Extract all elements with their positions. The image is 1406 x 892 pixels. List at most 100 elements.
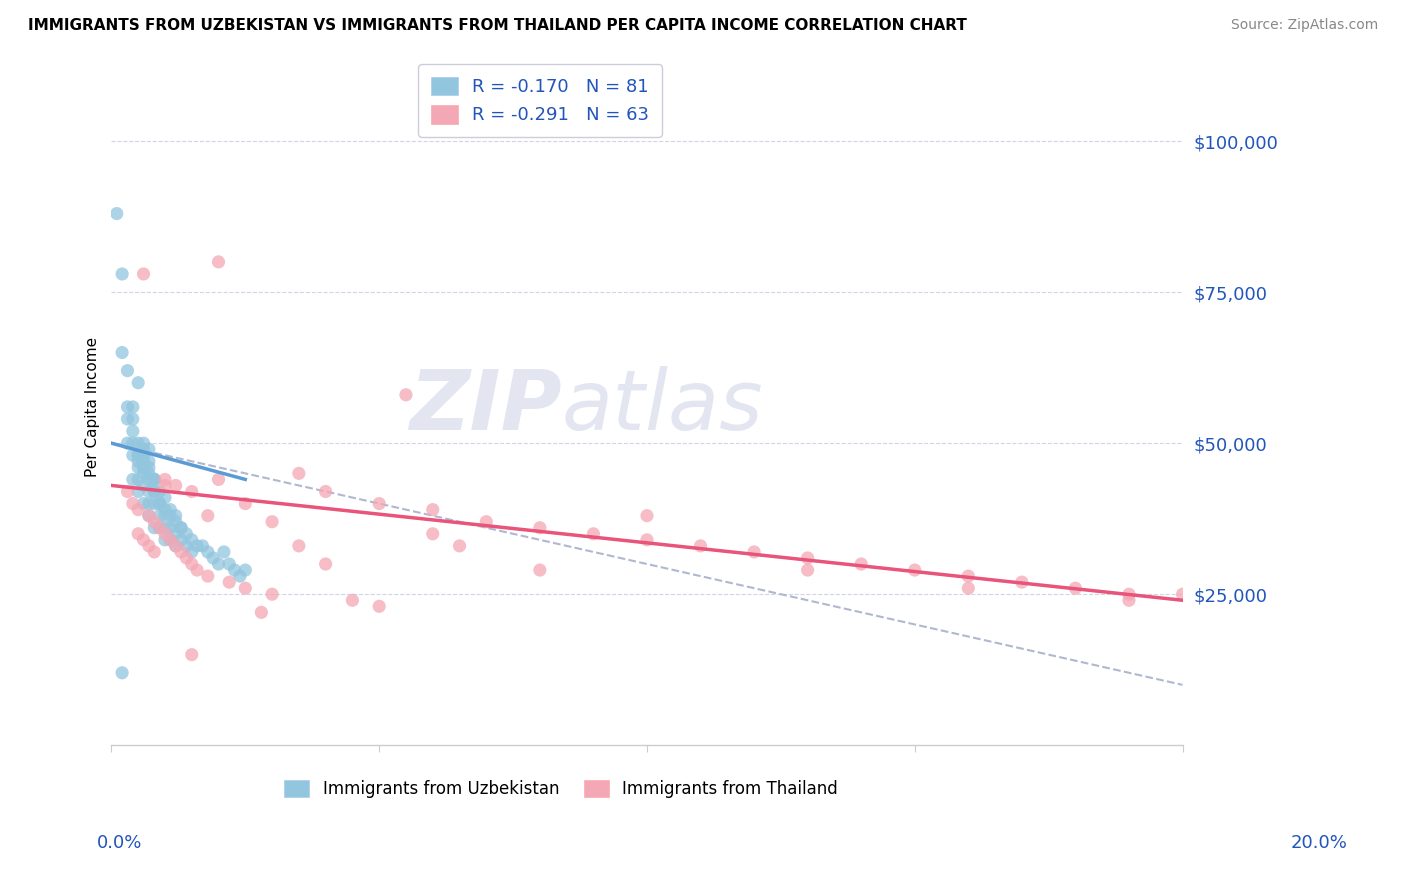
Point bbox=[207, 557, 229, 571]
Point bbox=[475, 515, 498, 529]
Point bbox=[138, 442, 160, 457]
Point bbox=[180, 484, 202, 499]
Point bbox=[121, 472, 143, 486]
Point bbox=[288, 539, 311, 553]
Point bbox=[121, 497, 143, 511]
Point bbox=[121, 412, 143, 426]
Text: 20.0%: 20.0% bbox=[1291, 834, 1347, 852]
Point bbox=[121, 436, 143, 450]
Point bbox=[121, 400, 143, 414]
Point bbox=[186, 563, 208, 577]
Point bbox=[143, 472, 166, 486]
Point bbox=[138, 460, 160, 475]
Point bbox=[149, 497, 172, 511]
Point bbox=[138, 508, 160, 523]
Point bbox=[132, 467, 155, 481]
Point bbox=[111, 345, 134, 359]
Point bbox=[132, 436, 155, 450]
Point bbox=[117, 484, 139, 499]
Point bbox=[143, 515, 166, 529]
Point bbox=[207, 255, 229, 269]
Point bbox=[117, 412, 139, 426]
Point bbox=[153, 491, 176, 505]
Point bbox=[138, 484, 160, 499]
Point bbox=[1171, 587, 1194, 601]
Point bbox=[149, 508, 172, 523]
Point bbox=[153, 533, 176, 547]
Point bbox=[342, 593, 364, 607]
Point bbox=[132, 533, 155, 547]
Point bbox=[138, 454, 160, 468]
Point bbox=[395, 388, 418, 402]
Point bbox=[904, 563, 927, 577]
Point bbox=[851, 557, 873, 571]
Point bbox=[159, 508, 181, 523]
Point bbox=[176, 539, 198, 553]
Point bbox=[250, 605, 273, 619]
Point bbox=[191, 539, 214, 553]
Point bbox=[165, 478, 187, 492]
Point bbox=[143, 472, 166, 486]
Point bbox=[111, 267, 134, 281]
Point bbox=[212, 545, 235, 559]
Point bbox=[315, 484, 337, 499]
Point bbox=[153, 502, 176, 516]
Point bbox=[529, 521, 551, 535]
Point bbox=[143, 472, 166, 486]
Point bbox=[127, 436, 149, 450]
Point bbox=[170, 533, 193, 547]
Point bbox=[176, 526, 198, 541]
Point bbox=[233, 581, 256, 595]
Point bbox=[170, 521, 193, 535]
Point bbox=[121, 424, 143, 438]
Point bbox=[132, 460, 155, 475]
Point bbox=[229, 569, 252, 583]
Point bbox=[180, 557, 202, 571]
Point bbox=[202, 551, 225, 566]
Point bbox=[138, 467, 160, 481]
Point bbox=[170, 545, 193, 559]
Point bbox=[288, 467, 311, 481]
Point bbox=[132, 442, 155, 457]
Point bbox=[153, 526, 176, 541]
Point bbox=[138, 472, 160, 486]
Point bbox=[186, 539, 208, 553]
Point bbox=[127, 484, 149, 499]
Point bbox=[165, 508, 187, 523]
Point bbox=[138, 539, 160, 553]
Point bbox=[132, 454, 155, 468]
Point bbox=[153, 508, 176, 523]
Text: 0.0%: 0.0% bbox=[97, 834, 142, 852]
Point bbox=[689, 539, 711, 553]
Point bbox=[1064, 581, 1087, 595]
Point bbox=[105, 206, 128, 220]
Point bbox=[127, 502, 149, 516]
Point bbox=[218, 575, 240, 590]
Point bbox=[262, 587, 284, 601]
Point bbox=[224, 563, 246, 577]
Point bbox=[1118, 587, 1140, 601]
Point bbox=[159, 502, 181, 516]
Point bbox=[796, 563, 818, 577]
Point bbox=[132, 448, 155, 462]
Point bbox=[197, 545, 219, 559]
Point bbox=[368, 497, 391, 511]
Text: IMMIGRANTS FROM UZBEKISTAN VS IMMIGRANTS FROM THAILAND PER CAPITA INCOME CORRELA: IMMIGRANTS FROM UZBEKISTAN VS IMMIGRANTS… bbox=[28, 18, 967, 33]
Point bbox=[149, 484, 172, 499]
Point bbox=[165, 539, 187, 553]
Point bbox=[127, 460, 149, 475]
Point bbox=[1011, 575, 1033, 590]
Point bbox=[143, 497, 166, 511]
Point bbox=[138, 497, 160, 511]
Point bbox=[957, 581, 980, 595]
Point bbox=[180, 533, 202, 547]
Point bbox=[127, 526, 149, 541]
Point bbox=[143, 484, 166, 499]
Point bbox=[117, 364, 139, 378]
Point bbox=[153, 521, 176, 535]
Point bbox=[218, 557, 240, 571]
Point bbox=[233, 563, 256, 577]
Point bbox=[149, 497, 172, 511]
Point bbox=[127, 454, 149, 468]
Point bbox=[957, 569, 980, 583]
